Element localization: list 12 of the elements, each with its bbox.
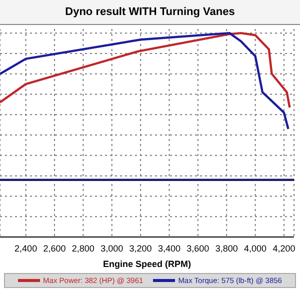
chart-title: Dyno result WITH Turning Vanes	[0, 0, 300, 25]
x-tick-label: 2,800	[72, 243, 94, 254]
x-tick-label: 3,400	[158, 243, 180, 254]
x-tick-label: 3,600	[186, 243, 210, 254]
x-tick-label: 4,200	[272, 243, 296, 254]
x-tick-label: 2,400	[14, 243, 38, 254]
x-tick-label: 4,000	[244, 243, 267, 254]
x-tick-label: 3,800	[215, 243, 238, 254]
x-tick-label: 2,600	[43, 243, 66, 254]
x-tick-label: 3,200	[129, 243, 152, 254]
x-tick-label: 3,000	[100, 243, 124, 254]
x-axis-title: Engine Speed (RPM)	[102, 259, 192, 269]
